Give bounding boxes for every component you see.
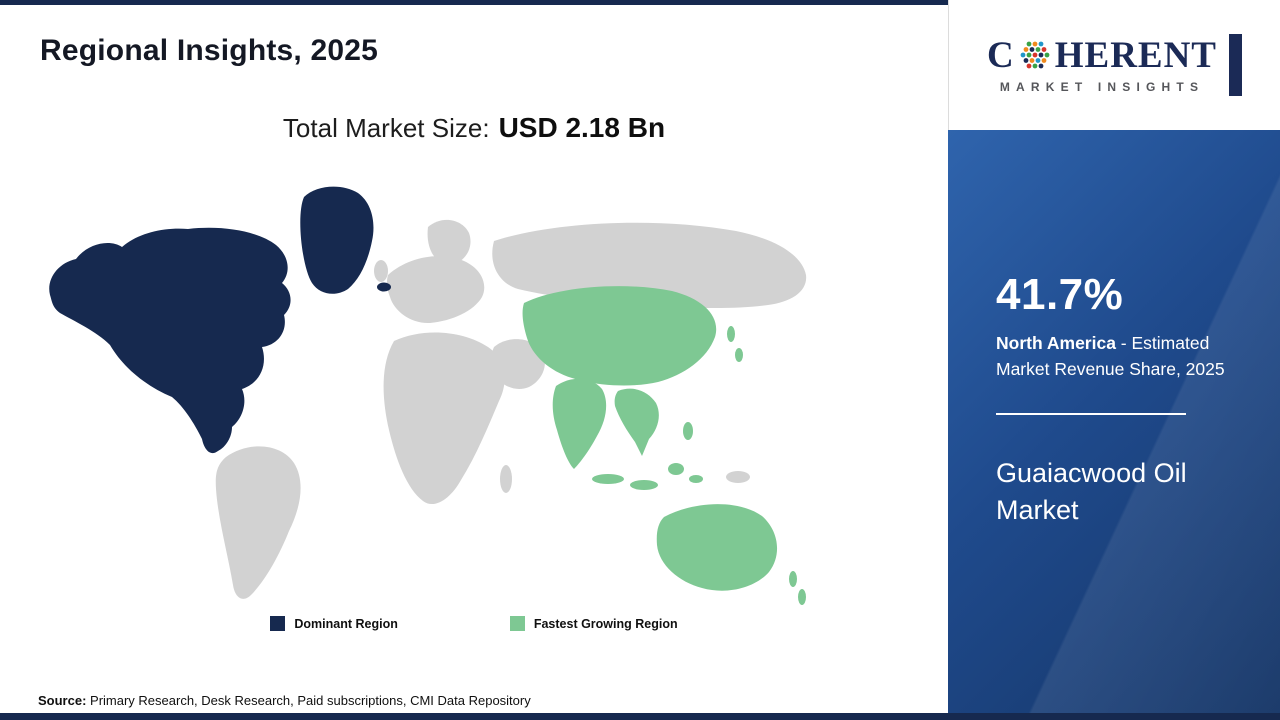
logo-area: C HERENT MARKET INSIGHTS	[948, 0, 1280, 130]
india	[552, 378, 607, 469]
page-title: Regional Insights, 2025	[40, 34, 379, 67]
logo-wordmark: C HERENT	[987, 37, 1217, 74]
divider-line	[996, 412, 1186, 415]
dominant-swatch-icon	[270, 616, 286, 631]
japan-north	[727, 326, 735, 342]
stat-region-desc: - Estimated Market Revenue Share, 2025	[996, 333, 1225, 380]
iceland	[377, 282, 391, 292]
top-accent-bar	[0, 0, 948, 5]
world-map-svg	[49, 186, 807, 605]
logo-accent-bar	[1229, 34, 1242, 96]
coherent-logo: C HERENT MARKET INSIGHTS	[987, 34, 1242, 96]
greenland	[300, 186, 374, 294]
logo-letters-rest: HERENT	[1054, 34, 1217, 76]
source-label: Source:	[38, 693, 87, 708]
south-america	[215, 446, 301, 599]
japan-south	[735, 348, 743, 362]
total-market-size-value: USD 2.18 Bn	[498, 112, 666, 143]
region-asia-pacific	[522, 286, 806, 605]
source-text: Primary Research, Desk Research, Paid su…	[86, 693, 531, 708]
legend-label-fastest-growing: Fastest Growing Region	[533, 616, 678, 631]
main-content: Regional Insights, 2025 Total Market Siz…	[0, 34, 948, 708]
total-market-size: Total Market Size: USD 2.18 Bn	[0, 112, 948, 144]
africa	[383, 332, 505, 505]
indochina	[614, 388, 659, 456]
logo-letter-c: C	[987, 34, 1015, 76]
sidebar: C HERENT MARKET INSIGHTS	[948, 0, 1280, 720]
sumatra	[592, 474, 624, 484]
globe-dots-icon	[1020, 41, 1050, 69]
stat-value: 41.7%	[996, 270, 1124, 319]
logo-subtext: MARKET INSIGHTS	[999, 79, 1205, 94]
stat-region-name: North America	[996, 333, 1116, 353]
new-zealand-north	[789, 571, 797, 587]
region-north-america	[49, 186, 391, 454]
madagascar	[500, 465, 512, 493]
legend-label-dominant: Dominant Region	[294, 616, 398, 631]
legend-item-dominant: Dominant Region	[270, 616, 398, 631]
region-other-landmass	[215, 219, 807, 599]
scandinavia	[427, 219, 471, 266]
sulawesi	[689, 475, 703, 483]
bottom-accent-bar	[0, 713, 1280, 720]
new-zealand-south	[798, 589, 806, 605]
british-isles	[374, 260, 388, 282]
stat-description: North America - Estimated Market Revenue…	[996, 330, 1240, 383]
stat-panel: 41.7% North America - Estimated Market R…	[948, 130, 1280, 720]
source-note: Source: Primary Research, Desk Research,…	[38, 693, 531, 708]
market-name: Guaiacwood Oil Market	[996, 457, 1187, 526]
australia	[656, 504, 778, 591]
north-america-mainland	[49, 227, 291, 454]
fastest-growing-swatch-icon	[509, 616, 525, 631]
middle-east	[491, 339, 545, 390]
world-map	[36, 178, 816, 610]
philippines	[683, 422, 693, 440]
total-market-size-label: Total Market Size:	[282, 113, 490, 143]
logo-text: C HERENT MARKET INSIGHTS	[987, 37, 1217, 94]
borneo	[668, 463, 684, 475]
north-asia-russia	[492, 222, 807, 309]
europe	[386, 256, 485, 324]
java	[630, 480, 658, 490]
legend-item-fastest-growing: Fastest Growing Region	[509, 616, 678, 631]
new-guinea	[726, 471, 750, 483]
legend: Dominant Region Fastest Growing Region	[0, 616, 948, 631]
china-central-asia	[522, 286, 717, 386]
